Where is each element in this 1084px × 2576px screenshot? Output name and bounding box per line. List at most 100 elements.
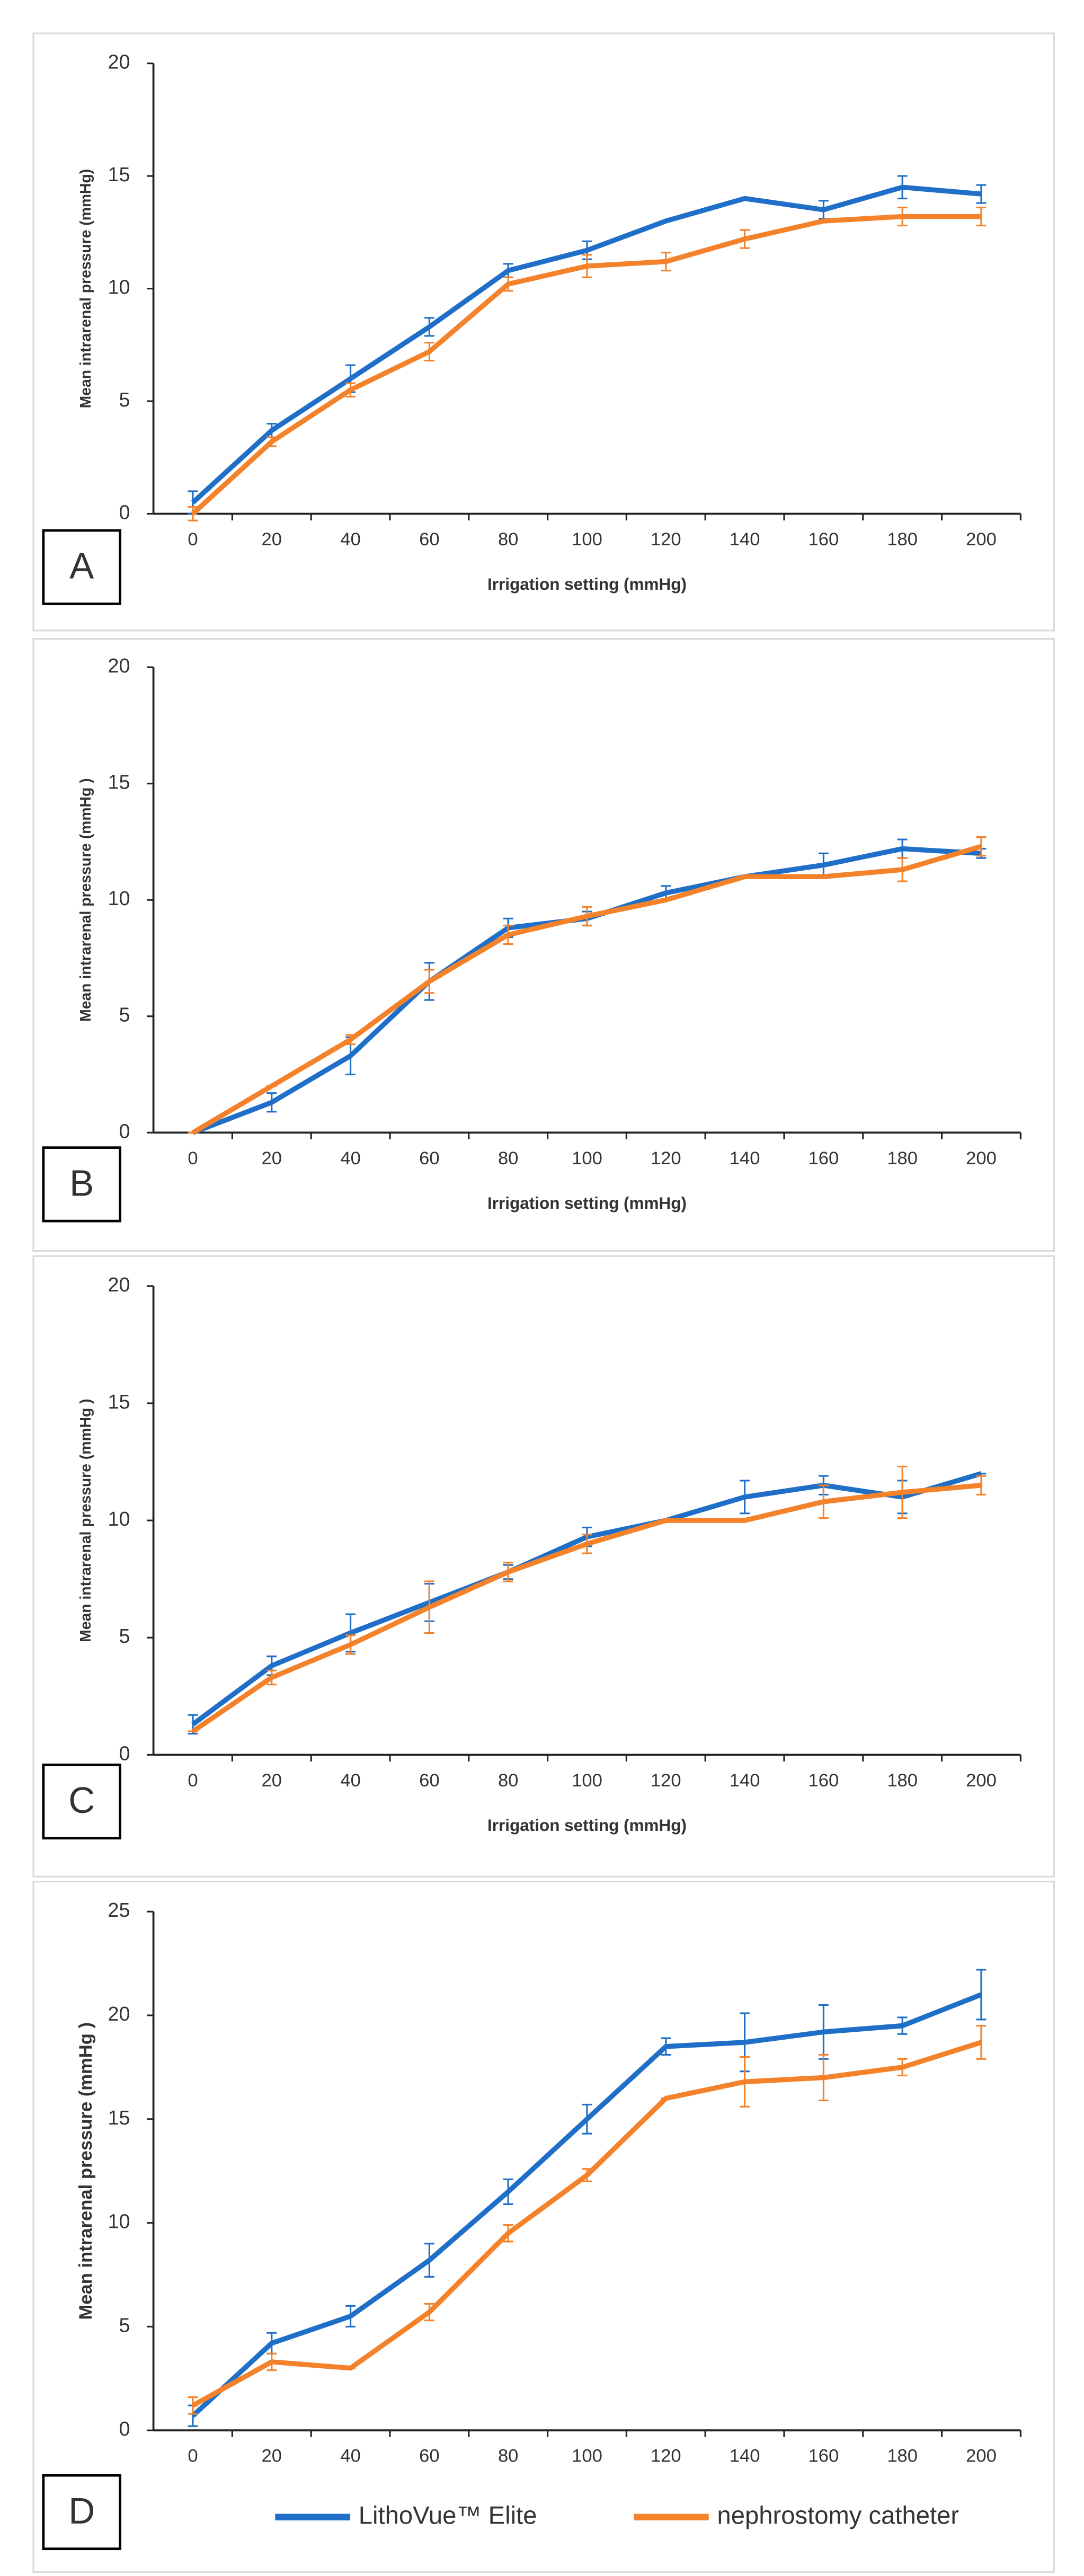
error-bar xyxy=(897,2016,908,2035)
x-tick-label: 160 xyxy=(808,529,839,550)
x-tick-label: 0 xyxy=(188,529,198,550)
error-bar xyxy=(976,1969,987,2021)
error-bar xyxy=(503,1562,513,1582)
error-bar xyxy=(424,341,434,362)
error-bar xyxy=(976,836,987,857)
y-tick-label: 0 xyxy=(119,1742,130,1765)
error-bar xyxy=(266,2352,277,2371)
y-axis-title: Mean intrarenal pressure (mmHg ) xyxy=(77,778,94,1021)
x-tick-label: 0 xyxy=(188,2446,198,2466)
x-tick-label: 100 xyxy=(572,1148,602,1169)
error-bar xyxy=(503,2178,513,2205)
panel-label-box xyxy=(42,1763,121,1840)
legend-label: LithoVue™ Elite xyxy=(359,2501,537,2529)
x-tick-label: 40 xyxy=(340,529,361,550)
x-tick-label: 120 xyxy=(651,1148,681,1169)
x-tick-label: 0 xyxy=(188,1148,198,1169)
x-tick-label: 200 xyxy=(966,1771,997,1791)
error-bar xyxy=(345,382,356,398)
x-tick-label: 80 xyxy=(498,529,518,550)
x-tick-label: 40 xyxy=(340,2446,361,2466)
x-tick-label: 80 xyxy=(498,2446,518,2466)
error-bar xyxy=(740,2056,750,2108)
x-tick-label: 20 xyxy=(262,2446,282,2466)
x-axis-title: Irrigation setting (mmHg) xyxy=(487,1194,687,1212)
x-tick-label: 60 xyxy=(419,529,440,550)
y-tick-label: 15 xyxy=(108,772,130,794)
y-tick-label: 15 xyxy=(108,2107,130,2129)
error-bar xyxy=(424,2243,434,2278)
series-line xyxy=(191,1483,982,1734)
y-tick-label: 20 xyxy=(108,655,130,677)
x-tick-label: 120 xyxy=(651,529,681,550)
panel-label: B xyxy=(69,1162,94,1203)
y-tick-label: 25 xyxy=(108,1899,130,1922)
legend-label: nephrostomy catheter xyxy=(717,2501,959,2529)
x-tick-label: 20 xyxy=(262,1148,282,1169)
x-tick-label: 60 xyxy=(419,1148,440,1169)
x-tick-label: 60 xyxy=(419,1771,440,1791)
x-tick-label: 80 xyxy=(498,1148,518,1169)
panel-label-box xyxy=(42,529,121,605)
error-bar xyxy=(976,207,987,227)
panel-frame xyxy=(32,1255,1055,1878)
error-bar xyxy=(582,2103,592,2135)
x-tick-label: 200 xyxy=(966,529,997,550)
y-tick-label: 10 xyxy=(108,2211,130,2233)
x-tick-label: 40 xyxy=(340,1771,361,1791)
error-bar xyxy=(897,207,908,227)
error-bar xyxy=(503,2224,513,2243)
error-bar xyxy=(740,1480,750,1515)
panel-label: C xyxy=(68,1780,95,1821)
x-tick-label: 20 xyxy=(262,529,282,550)
error-bar xyxy=(424,1580,434,1634)
x-tick-label: 60 xyxy=(419,2446,440,2466)
x-tick-label: 20 xyxy=(262,1771,282,1791)
panel-frame xyxy=(32,638,1055,1252)
y-tick-label: 0 xyxy=(119,1120,130,1143)
y-tick-label: 5 xyxy=(119,1004,130,1026)
y-axis-title: Mean intrarenal pressure (mmHg ) xyxy=(77,1398,94,1642)
x-tick-label: 100 xyxy=(572,1771,602,1791)
error-bar xyxy=(345,2305,356,2327)
panel-label-box xyxy=(42,2474,121,2551)
error-bar xyxy=(897,2058,908,2077)
error-bar xyxy=(818,1484,829,1519)
x-tick-label: 100 xyxy=(572,529,602,550)
error-bar xyxy=(503,276,513,292)
x-tick-label: 100 xyxy=(572,2446,602,2466)
y-tick-label: 0 xyxy=(119,501,130,524)
error-bar xyxy=(897,175,908,200)
error-bar xyxy=(424,969,434,994)
y-tick-label: 5 xyxy=(119,2314,130,2336)
x-tick-label: 200 xyxy=(966,1148,997,1169)
error-bar xyxy=(897,1465,908,1519)
error-bar xyxy=(976,2025,987,2060)
y-axis-title: Mean intrarenal pressure (mmHg ) xyxy=(76,2022,96,2320)
error-bar xyxy=(661,2037,671,2056)
error-bar xyxy=(897,857,908,882)
y-tick-label: 0 xyxy=(119,2418,130,2440)
error-bar xyxy=(582,906,592,927)
error-bar xyxy=(424,2303,434,2322)
error-bar xyxy=(266,1092,277,1113)
y-tick-label: 10 xyxy=(108,888,130,910)
x-tick-label: 120 xyxy=(651,2446,681,2466)
panel-label-box xyxy=(42,1146,121,1223)
x-tick-label: 160 xyxy=(808,2446,839,2466)
panel-frame xyxy=(32,32,1055,632)
series-line xyxy=(191,2040,982,2408)
y-tick-label: 15 xyxy=(108,164,130,186)
error-bar xyxy=(266,1669,277,1686)
x-tick-label: 140 xyxy=(730,1148,760,1169)
y-tick-label: 20 xyxy=(108,2003,130,2025)
error-bar xyxy=(188,506,198,521)
y-axis-title: Mean intrarenal pressure (mmHg) xyxy=(77,169,94,409)
error-bar xyxy=(976,184,987,204)
error-bar xyxy=(582,2168,592,2182)
panel-label: D xyxy=(68,2490,95,2531)
x-tick-label: 180 xyxy=(887,1148,918,1169)
x-axis-title: Irrigation setting (mmHg) xyxy=(487,1816,687,1835)
